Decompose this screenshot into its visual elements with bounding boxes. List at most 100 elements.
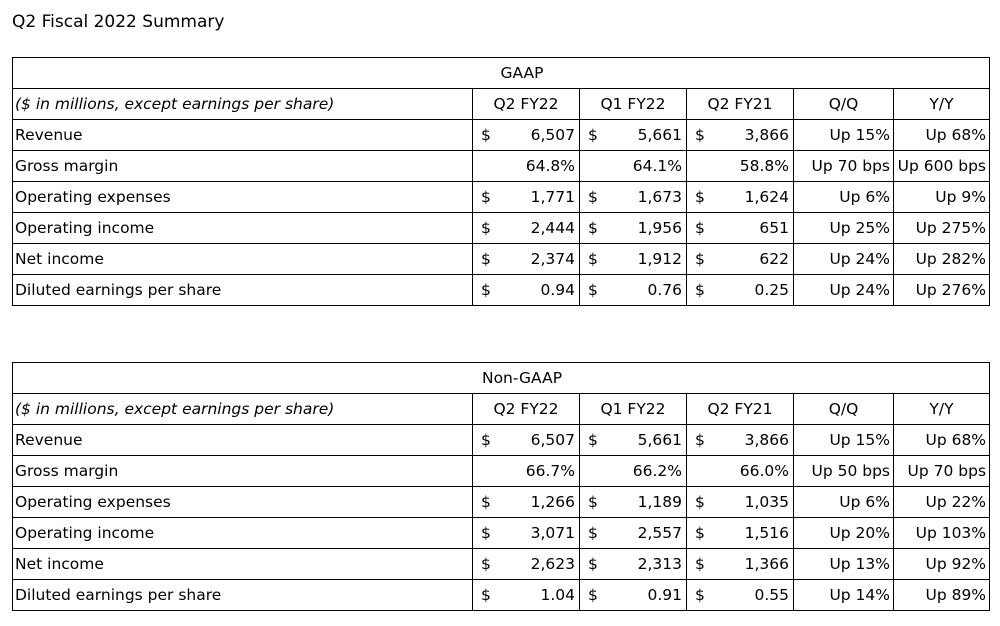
q2-fy22-value: 64.8%	[525, 157, 575, 175]
q2-fy21-header: Q2 FY21	[686, 393, 794, 425]
currency-symbol: $	[481, 431, 491, 449]
q2-fy21-header: Q2 FY21	[686, 88, 794, 120]
qq-change: Up 24%	[793, 274, 894, 306]
yy-change: Up 275%	[893, 212, 990, 244]
yy-header: Y/Y	[893, 88, 990, 120]
q1-fy22-value-cell: $5,661	[579, 119, 687, 151]
currency-symbol: $	[481, 219, 491, 237]
q2-fy21-value-cell: $3,866	[686, 119, 794, 151]
currency-symbol: $	[481, 126, 491, 144]
row-label: Diluted earnings per share	[12, 274, 473, 306]
q1-fy22-value-cell: $1,189	[579, 486, 687, 518]
table-row: Diluted earnings per share $1.04 $0.91 $0.5…	[12, 579, 991, 611]
currency-symbol: $	[695, 219, 705, 237]
q1-fy22-value: 0.91	[647, 586, 682, 604]
currency-symbol: $	[588, 555, 598, 573]
yy-change: Up 276%	[893, 274, 990, 306]
currency-symbol: $	[588, 524, 598, 542]
row-label: Operating income	[12, 212, 473, 244]
table-row: Net income $2,374 $1,912 $622 Up 24% Up 282%	[12, 243, 990, 275]
currency-symbol: $	[695, 586, 705, 604]
q2-fy22-value-cell: 64.8%	[472, 150, 580, 182]
q1-fy22-value-cell: $1,673	[579, 181, 687, 213]
table-row: Operating expenses $1,771 $1,673 $1,624 Up 6…	[12, 181, 990, 213]
q2-fy21-value: 66.0%	[739, 462, 789, 480]
qq-change: Up 6%	[793, 181, 894, 213]
currency-symbol: $	[695, 524, 705, 542]
q2-fy21-value-cell: $622	[686, 243, 794, 275]
q2-fy21-value-cell: $1,366	[686, 548, 794, 580]
currency-symbol: $	[588, 493, 598, 511]
currency-symbol: $	[588, 188, 598, 206]
q2-fy22-value: 2,374	[530, 250, 575, 268]
q2-fy21-value-cell: $0.55	[686, 579, 794, 611]
qq-change: Up 50 bps	[793, 455, 894, 487]
yy-change: Up 68%	[892, 424, 991, 456]
currency-symbol: $	[695, 431, 705, 449]
qq-change: Up 20%	[793, 517, 894, 549]
currency-symbol: $	[588, 281, 598, 299]
q1-fy22-header: Q1 FY22	[579, 88, 687, 120]
table-row: Revenue $6,507 $5,661 $3,866 Up 15% Up 68%	[12, 119, 990, 151]
q2-fy22-value-cell: $0.94	[472, 274, 580, 306]
qq-change: Up 13%	[793, 548, 894, 580]
q2-fy21-value: 0.55	[754, 586, 789, 604]
table-row: Net income $2,623 $2,313 $1,366 Up 13% Up 92%	[12, 548, 991, 580]
qq-change: Up 15%	[793, 424, 894, 456]
q2-fy21-value: 3,866	[744, 126, 789, 144]
yy-change: Up 70 bps	[892, 455, 991, 487]
yy-header: Y/Y	[892, 393, 991, 425]
q1-fy22-value: 5,661	[637, 126, 682, 144]
table-row: Operating expenses $1,266 $1,189 $1,035 Up 6…	[12, 486, 991, 518]
q2-fy22-value: 0.94	[540, 281, 575, 299]
units-note: ($ in millions, except earnings per shar…	[12, 393, 473, 425]
qq-change: Up 6%	[793, 486, 894, 518]
qq-change: Up 24%	[793, 243, 894, 275]
q2-fy21-value-cell: 66.0%	[686, 455, 794, 487]
q1-fy22-header: Q1 FY22	[579, 393, 687, 425]
q2-fy22-value: 1,266	[530, 493, 575, 511]
currency-symbol: $	[588, 126, 598, 144]
row-label: Revenue	[12, 424, 473, 456]
q2-fy22-value-cell: $6,507	[472, 424, 580, 456]
q2-fy21-value: 1,035	[744, 493, 789, 511]
currency-symbol: $	[695, 555, 705, 573]
q2-fy22-value-cell: $2,374	[472, 243, 580, 275]
q1-fy22-value: 64.1%	[632, 157, 682, 175]
column-header-row: ($ in millions, except earnings per shar…	[12, 393, 991, 425]
q2-fy22-header: Q2 FY22	[472, 393, 580, 425]
yy-change: Up 92%	[892, 548, 991, 580]
qq-change: Up 15%	[793, 119, 894, 151]
q2-fy22-value: 6,507	[530, 431, 575, 449]
currency-symbol: $	[588, 219, 598, 237]
q2-fy22-value: 6,507	[530, 126, 575, 144]
q2-fy21-value: 1,624	[744, 188, 789, 206]
currency-symbol: $	[588, 431, 598, 449]
table-row: Revenue $6,507 $5,661 $3,866 Up 15% Up 68%	[12, 424, 991, 456]
currency-symbol: $	[695, 493, 705, 511]
q1-fy22-value-cell: $0.91	[579, 579, 687, 611]
q1-fy22-value: 5,661	[637, 431, 682, 449]
table-row: Gross margin 66.7% 66.2% 66.0% Up 50 bps Up 7…	[12, 455, 991, 487]
table-row: Operating income $3,071 $2,557 $1,516 Up 20%…	[12, 517, 991, 549]
row-label: Operating expenses	[12, 486, 473, 518]
q2-fy21-value-cell: $3,866	[686, 424, 794, 456]
qq-header: Q/Q	[793, 88, 894, 120]
q1-fy22-value: 1,956	[637, 219, 682, 237]
q2-fy21-value: 1,516	[744, 524, 789, 542]
currency-symbol: $	[695, 250, 705, 268]
currency-symbol: $	[588, 250, 598, 268]
q1-fy22-value-cell: $2,557	[579, 517, 687, 549]
table-row: Diluted earnings per share $0.94 $0.76 $0.2…	[12, 274, 990, 306]
q2-fy21-value-cell: $651	[686, 212, 794, 244]
currency-symbol: $	[481, 555, 491, 573]
q2-fy22-value: 2,444	[530, 219, 575, 237]
qq-header: Q/Q	[793, 393, 894, 425]
q2-fy21-value-cell: 58.8%	[686, 150, 794, 182]
q2-fy22-value-cell: $2,623	[472, 548, 580, 580]
q2-fy21-value-cell: $1,516	[686, 517, 794, 549]
q2-fy22-header: Q2 FY22	[472, 88, 580, 120]
q2-fy21-value: 1,366	[744, 555, 789, 573]
q2-fy22-value-cell: $1.04	[472, 579, 580, 611]
section-title-row: GAAP	[12, 57, 990, 89]
